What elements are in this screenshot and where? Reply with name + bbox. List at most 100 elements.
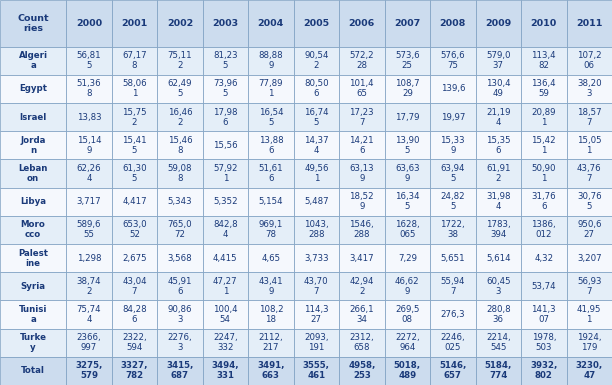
Bar: [339, 103, 384, 131]
Text: Palest
ine: Palest ine: [18, 249, 48, 268]
Bar: [567, 300, 612, 328]
Text: 61,30
5: 61,30 5: [122, 164, 147, 183]
Text: 13,83: 13,83: [76, 112, 101, 122]
Bar: [157, 75, 203, 103]
Bar: [66, 300, 111, 328]
Text: 46,62
9: 46,62 9: [395, 277, 420, 296]
Bar: [0, 244, 66, 272]
Bar: [430, 244, 476, 272]
Bar: [567, 328, 612, 357]
Text: 15,56: 15,56: [213, 141, 237, 150]
Text: 15,05
1: 15,05 1: [577, 136, 602, 155]
Bar: [248, 75, 294, 103]
Text: 38,20
3: 38,20 3: [577, 79, 602, 99]
Bar: [476, 0, 521, 47]
Bar: [339, 300, 384, 328]
Text: Count
ries: Count ries: [17, 13, 49, 33]
Bar: [294, 159, 339, 187]
Text: 2312,
658: 2312, 658: [349, 333, 374, 352]
Text: 130,4
49: 130,4 49: [486, 79, 510, 99]
Bar: [339, 47, 384, 75]
Text: 5,154: 5,154: [258, 197, 283, 206]
Bar: [111, 103, 157, 131]
Text: 63,94
5: 63,94 5: [441, 164, 465, 183]
Bar: [157, 103, 203, 131]
Bar: [384, 357, 430, 385]
Text: Leban
on: Leban on: [18, 164, 48, 183]
Text: 75,74
4: 75,74 4: [76, 305, 101, 324]
Text: 57,92
1: 57,92 1: [213, 164, 237, 183]
Text: 4,415: 4,415: [213, 254, 237, 263]
Bar: [384, 47, 430, 75]
Text: 765,0
72: 765,0 72: [168, 220, 192, 239]
Text: 1,298: 1,298: [76, 254, 101, 263]
Text: 31,98
4: 31,98 4: [486, 192, 510, 211]
Bar: [384, 75, 430, 103]
Text: 7,29: 7,29: [398, 254, 417, 263]
Text: 2010: 2010: [531, 19, 557, 28]
Bar: [248, 244, 294, 272]
Text: 3491,
663: 3491, 663: [257, 362, 285, 380]
Bar: [157, 131, 203, 159]
Bar: [567, 187, 612, 216]
Text: 2,675: 2,675: [122, 254, 147, 263]
Bar: [0, 187, 66, 216]
Text: 100,4
54: 100,4 54: [213, 305, 237, 324]
Bar: [66, 244, 111, 272]
Bar: [567, 103, 612, 131]
Bar: [567, 216, 612, 244]
Text: 1628,
065: 1628, 065: [395, 220, 420, 239]
Bar: [248, 300, 294, 328]
Text: 969,1
78: 969,1 78: [259, 220, 283, 239]
Text: Syria: Syria: [21, 282, 45, 291]
Bar: [157, 244, 203, 272]
Text: Total: Total: [21, 367, 45, 375]
Text: 2007: 2007: [394, 19, 420, 28]
Text: 2009: 2009: [485, 19, 512, 28]
Bar: [203, 131, 248, 159]
Bar: [339, 159, 384, 187]
Bar: [384, 159, 430, 187]
Text: 5,352: 5,352: [213, 197, 237, 206]
Text: 16,54
5: 16,54 5: [258, 107, 283, 127]
Text: 139,6: 139,6: [441, 84, 465, 93]
Bar: [0, 300, 66, 328]
Bar: [521, 103, 567, 131]
Text: 24,82
5: 24,82 5: [441, 192, 465, 211]
Bar: [111, 159, 157, 187]
Bar: [339, 0, 384, 47]
Bar: [294, 357, 339, 385]
Text: 572,2
28: 572,2 28: [349, 51, 374, 70]
Text: 19,97: 19,97: [441, 112, 465, 122]
Bar: [521, 300, 567, 328]
Text: 2322,
594: 2322, 594: [122, 333, 147, 352]
Bar: [567, 272, 612, 300]
Text: Jorda
n: Jorda n: [20, 136, 46, 155]
Bar: [476, 300, 521, 328]
Text: Libya: Libya: [20, 197, 46, 206]
Text: 14,21
6: 14,21 6: [349, 136, 374, 155]
Text: 2001: 2001: [121, 19, 147, 28]
Bar: [203, 300, 248, 328]
Text: 21,19
4: 21,19 4: [486, 107, 510, 127]
Bar: [294, 328, 339, 357]
Text: 15,41
5: 15,41 5: [122, 136, 147, 155]
Text: 42,94
2: 42,94 2: [349, 277, 374, 296]
Text: 53,74: 53,74: [531, 282, 556, 291]
Bar: [430, 216, 476, 244]
Bar: [339, 357, 384, 385]
Text: Algeri
a: Algeri a: [18, 51, 48, 70]
Text: 3494,
331: 3494, 331: [212, 362, 239, 380]
Bar: [384, 300, 430, 328]
Bar: [248, 216, 294, 244]
Bar: [476, 357, 521, 385]
Bar: [111, 244, 157, 272]
Text: 2008: 2008: [439, 19, 466, 28]
Bar: [203, 244, 248, 272]
Bar: [248, 357, 294, 385]
Text: 2002: 2002: [166, 19, 193, 28]
Text: 16,46
2: 16,46 2: [168, 107, 192, 127]
Bar: [0, 357, 66, 385]
Text: 62,26
4: 62,26 4: [76, 164, 101, 183]
Bar: [111, 357, 157, 385]
